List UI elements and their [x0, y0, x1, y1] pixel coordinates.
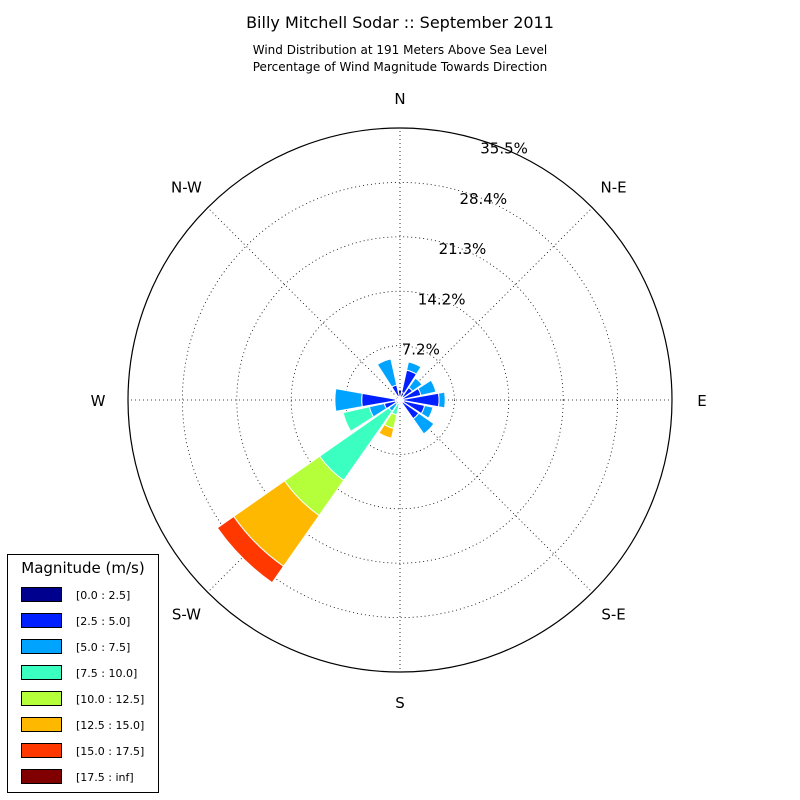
- legend-swatch: [21, 639, 62, 654]
- wind-bar-segment: [406, 361, 422, 375]
- wind-bar-segment: [342, 406, 375, 432]
- direction-label: S: [395, 694, 405, 712]
- radial-tick-label: 7.2%: [402, 341, 440, 359]
- direction-label: S-W: [172, 606, 201, 624]
- chart-title: Billy Mitchell Sodar :: September 2011: [246, 13, 554, 32]
- radial-tick-label: 14.2%: [418, 290, 466, 308]
- grid-spoke: [207, 207, 401, 401]
- direction-label: N-E: [600, 178, 626, 196]
- legend-swatch: [21, 743, 62, 758]
- wind-bar-segment: [437, 391, 446, 409]
- direction-label: W: [91, 392, 106, 410]
- legend-label: [7.5 : 10.0]: [76, 667, 137, 680]
- legend-swatch: [21, 769, 62, 784]
- legend-title: Magnitude (m/s): [21, 559, 144, 577]
- legend-label: [2.5 : 5.0]: [76, 615, 130, 628]
- wind-bar-segment: [420, 404, 434, 419]
- grid-ring: [345, 345, 455, 455]
- direction-labels: N N-E E S-E S S-W W N-W: [91, 90, 707, 712]
- wind-bar-segment: [408, 377, 423, 392]
- radial-tick-label: 28.4%: [459, 190, 507, 208]
- wind-bar-segment: [216, 515, 285, 584]
- grid-spoke: [399, 399, 593, 593]
- legend-label: [12.5 : 15.0]: [76, 719, 144, 732]
- direction-label: N: [394, 90, 405, 108]
- legend-swatch: [21, 587, 62, 602]
- wind-bar-segment: [334, 388, 363, 412]
- legend-label: [0.0 : 2.5]: [76, 589, 130, 602]
- legend-label: [5.0 : 7.5]: [76, 641, 130, 654]
- legend-swatch: [21, 717, 62, 732]
- wind-bar-segment: [417, 379, 437, 396]
- chart-subtitle-line2: Percentage of Wind Magnitude Towards Dir…: [253, 60, 547, 74]
- legend-swatch: [21, 665, 62, 680]
- grid-ring: [236, 236, 564, 564]
- legend-label: [17.5 : inf]: [76, 771, 134, 784]
- legend-swatch: [21, 691, 62, 706]
- wind-bar-segment: [376, 358, 398, 388]
- direction-label: N-W: [171, 178, 202, 196]
- legend: Magnitude (m/s) [0.0 : 2.5] [2.5 : 5.0] [5…: [7, 554, 159, 793]
- legend-swatch: [21, 613, 62, 628]
- grid-spoke: [399, 207, 593, 401]
- grid-ring: [181, 181, 619, 619]
- wind-bar-segment: [412, 412, 435, 435]
- legend-label: [10.0 : 12.5]: [76, 693, 144, 706]
- wind-bars: [216, 358, 446, 584]
- radial-labels: 7.2% 14.2% 21.3% 28.4% 35.5%: [402, 140, 528, 359]
- radial-tick-label: 21.3%: [439, 240, 487, 258]
- legend-label: [15.0 : 17.5]: [76, 745, 144, 758]
- chart-subtitle-line1: Wind Distribution at 191 Meters Above Se…: [253, 43, 548, 57]
- outer-ring: [127, 127, 673, 673]
- direction-label: E: [697, 392, 706, 410]
- wind-bar-segment: [378, 423, 395, 439]
- radial-tick-label: 35.5%: [480, 140, 528, 158]
- direction-label: S-E: [601, 606, 625, 624]
